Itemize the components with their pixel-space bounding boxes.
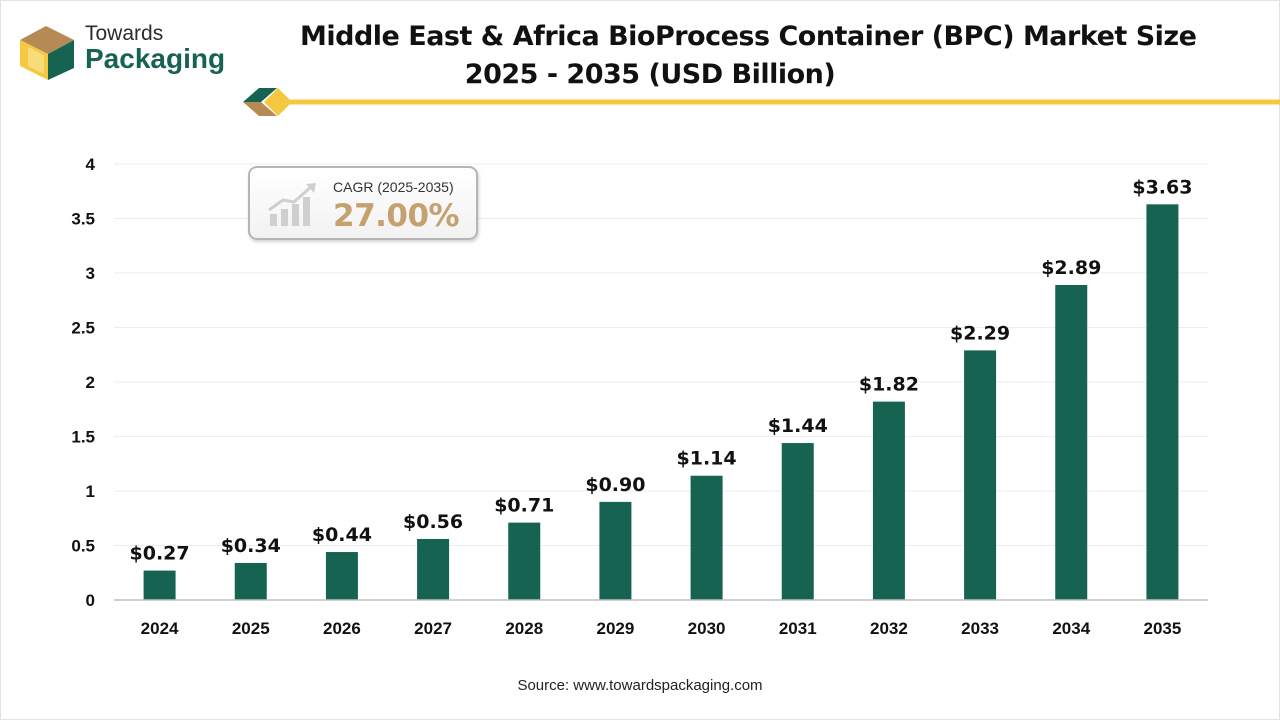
y-tick-label: 1 — [86, 482, 95, 501]
x-tick-label: 2030 — [688, 619, 726, 638]
value-label: $0.56 — [403, 511, 463, 533]
towards-packaging-logo: Towards Packaging — [18, 22, 258, 82]
bar-2029 — [599, 501, 632, 600]
divider-diamond-gold — [264, 88, 292, 116]
y-tick-label: 3.5 — [71, 210, 95, 229]
cagr-label: CAGR (2025-2035) — [333, 179, 454, 195]
x-tick-label: 2033 — [961, 619, 999, 638]
value-label: $1.14 — [677, 448, 737, 470]
logo-wordmark-top: Towards — [85, 22, 164, 45]
x-tick-label: 2028 — [505, 619, 543, 638]
y-tick-label: 0.5 — [71, 537, 95, 556]
value-label: $0.71 — [494, 495, 554, 517]
x-axis-ticks: 2024 2025 2026 2027 2028 2029 2030 2031 2032 2033… — [141, 619, 1182, 638]
x-tick-label: 2027 — [414, 619, 452, 638]
y-tick-label: 0 — [86, 591, 95, 610]
value-label: $0.90 — [585, 474, 645, 496]
bar-2030 — [690, 475, 723, 600]
x-tick-label: 2034 — [1052, 619, 1090, 638]
source-note: Source: www.towardspackaging.com — [517, 677, 763, 694]
x-tick-label: 2035 — [1144, 619, 1182, 638]
divider-diamond-brown — [243, 102, 277, 116]
gridlines — [114, 163, 1208, 546]
value-label: $1.44 — [768, 415, 828, 437]
x-tick-label: 2025 — [232, 619, 270, 638]
cagr-callout: CAGR (2025-2035) 27.00% — [248, 166, 478, 240]
chart-title-line2: 2025 - 2035 (USD Billion) — [464, 59, 836, 90]
growth-chart-icon — [268, 183, 316, 226]
package-box-icon — [20, 26, 74, 80]
bar-2031 — [781, 443, 814, 600]
bar-2027 — [417, 538, 450, 600]
bar-2032 — [872, 401, 905, 600]
x-tick-label: 2029 — [597, 619, 635, 638]
y-tick-label: 2.5 — [71, 319, 95, 338]
y-tick-label: 3 — [86, 264, 95, 283]
y-tick-label: 4 — [86, 155, 96, 174]
x-tick-label: 2026 — [323, 619, 361, 638]
logo-wordmark-bottom: Packaging — [85, 43, 226, 74]
value-label: $1.82 — [859, 374, 919, 396]
y-axis-ticks: 0 0.5 1 1.5 2 2.5 3 3.5 4 — [71, 155, 95, 610]
x-tick-label: 2024 — [141, 619, 179, 638]
y-tick-label: 1.5 — [71, 428, 95, 447]
y-tick-label: 2 — [86, 373, 95, 392]
value-label: $0.27 — [130, 543, 190, 565]
bar-2024 — [143, 570, 176, 600]
x-tick-label: 2031 — [779, 619, 817, 638]
bar-2026 — [325, 552, 358, 600]
header-divider — [243, 88, 1280, 116]
divider-diamond-green — [243, 88, 277, 102]
bar-2033 — [964, 350, 997, 600]
bar-2035 — [1146, 204, 1179, 600]
value-label: $2.89 — [1041, 257, 1101, 279]
value-label: $3.63 — [1132, 176, 1192, 198]
bar-2025 — [234, 562, 267, 600]
x-tick-label: 2032 — [870, 619, 908, 638]
value-labels: $0.27 $0.34 $0.44 $0.56 $0.71 $0.90 $1.14 $1.44… — [130, 176, 1193, 564]
cagr-value: 27.00% — [333, 198, 460, 234]
value-label: $0.34 — [221, 535, 281, 557]
bar-2034 — [1055, 284, 1088, 600]
bar-2028 — [508, 522, 541, 600]
value-label: $0.44 — [312, 524, 372, 546]
value-label: $2.29 — [950, 322, 1010, 344]
bars — [143, 204, 1179, 600]
